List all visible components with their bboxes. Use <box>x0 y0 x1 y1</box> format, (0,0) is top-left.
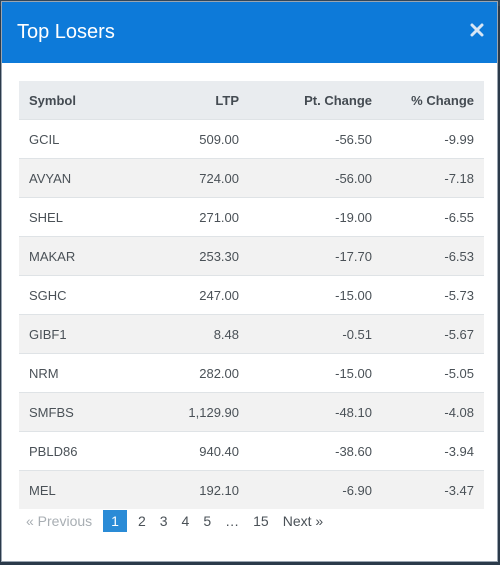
cell-pct-change: -9.99 <box>382 119 484 159</box>
cell-pct-change: -7.18 <box>382 158 484 198</box>
cell-pt-change: -56.00 <box>249 158 382 198</box>
pagination-ellipsis: … <box>225 513 240 529</box>
cell-pct-change: -3.47 <box>382 470 484 509</box>
cell-pct-change: -6.55 <box>382 197 484 237</box>
cell-pt-change: -17.70 <box>249 236 382 276</box>
table-row[interactable]: MEL 192.10 -6.90 -3.47 <box>19 470 484 509</box>
modal-header: Top Losers <box>2 2 497 63</box>
page-button-15[interactable]: 15 <box>253 513 269 529</box>
table-row[interactable]: MAKAR 253.30 -17.70 -6.53 <box>19 236 484 276</box>
losers-table: Symbol LTP Pt. Change % Change GCIL 509.0… <box>19 81 484 509</box>
cell-symbol: SHEL <box>19 197 149 237</box>
pagination: « Previous 1 2 3 4 5 … 15 Next » <box>19 510 330 532</box>
table-row[interactable]: SHEL 271.00 -19.00 -6.55 <box>19 197 484 237</box>
next-page-button[interactable]: Next » <box>282 513 324 529</box>
cell-pct-change: -6.53 <box>382 236 484 276</box>
table-header-row: Symbol LTP Pt. Change % Change <box>19 81 484 120</box>
cell-pt-change: -19.00 <box>249 197 382 237</box>
table-row[interactable]: AVYAN 724.00 -56.00 -7.18 <box>19 158 484 198</box>
modal-title: Top Losers <box>17 21 115 43</box>
table-row[interactable]: NRM 282.00 -15.00 -5.05 <box>19 353 484 393</box>
cell-pt-change: -56.50 <box>249 119 382 159</box>
cell-symbol: SGHC <box>19 275 149 315</box>
cell-symbol: AVYAN <box>19 158 149 198</box>
cell-ltp: 282.00 <box>149 353 249 393</box>
header-ltp[interactable]: LTP <box>149 81 249 120</box>
cell-pt-change: -38.60 <box>249 431 382 471</box>
cell-symbol: SMFBS <box>19 392 149 432</box>
cell-ltp: 271.00 <box>149 197 249 237</box>
cell-pct-change: -5.73 <box>382 275 484 315</box>
cell-pt-change: -6.90 <box>249 470 382 509</box>
page-button-5[interactable]: 5 <box>203 513 212 529</box>
page-button-1[interactable]: 1 <box>103 510 127 532</box>
cell-symbol: MAKAR <box>19 236 149 276</box>
close-icon[interactable] <box>469 22 485 38</box>
page-button-3[interactable]: 3 <box>159 513 168 529</box>
table-row[interactable]: PBLD86 940.40 -38.60 -3.94 <box>19 431 484 471</box>
cell-pct-change: -4.08 <box>382 392 484 432</box>
cell-pct-change: -5.67 <box>382 314 484 354</box>
page-button-4[interactable]: 4 <box>181 513 190 529</box>
cell-pt-change: -15.00 <box>249 353 382 393</box>
cell-ltp: 509.00 <box>149 119 249 159</box>
cell-symbol: PBLD86 <box>19 431 149 471</box>
table-row[interactable]: SGHC 247.00 -15.00 -5.73 <box>19 275 484 315</box>
cell-symbol: NRM <box>19 353 149 393</box>
cell-ltp: 724.00 <box>149 158 249 198</box>
cell-symbol: GIBF1 <box>19 314 149 354</box>
table-row[interactable]: GIBF1 8.48 -0.51 -5.67 <box>19 314 484 354</box>
cell-ltp: 247.00 <box>149 275 249 315</box>
cell-ltp: 1,129.90 <box>149 392 249 432</box>
cell-symbol: GCIL <box>19 119 149 159</box>
cell-ltp: 940.40 <box>149 431 249 471</box>
page-button-2[interactable]: 2 <box>137 513 146 529</box>
cell-ltp: 192.10 <box>149 470 249 509</box>
cell-ltp: 8.48 <box>149 314 249 354</box>
cell-symbol: MEL <box>19 470 149 509</box>
cell-pct-change: -3.94 <box>382 431 484 471</box>
header-pt-change[interactable]: Pt. Change <box>249 81 382 120</box>
cell-pt-change: -48.10 <box>249 392 382 432</box>
header-pct-change[interactable]: % Change <box>382 81 484 120</box>
cell-pt-change: -0.51 <box>249 314 382 354</box>
table-row[interactable]: GCIL 509.00 -56.50 -9.99 <box>19 119 484 159</box>
cell-ltp: 253.30 <box>149 236 249 276</box>
previous-page-button[interactable]: « Previous <box>26 513 93 529</box>
header-symbol[interactable]: Symbol <box>19 81 149 120</box>
table-row[interactable]: SMFBS 1,129.90 -48.10 -4.08 <box>19 392 484 432</box>
cell-pt-change: -15.00 <box>249 275 382 315</box>
cell-pct-change: -5.05 <box>382 353 484 393</box>
